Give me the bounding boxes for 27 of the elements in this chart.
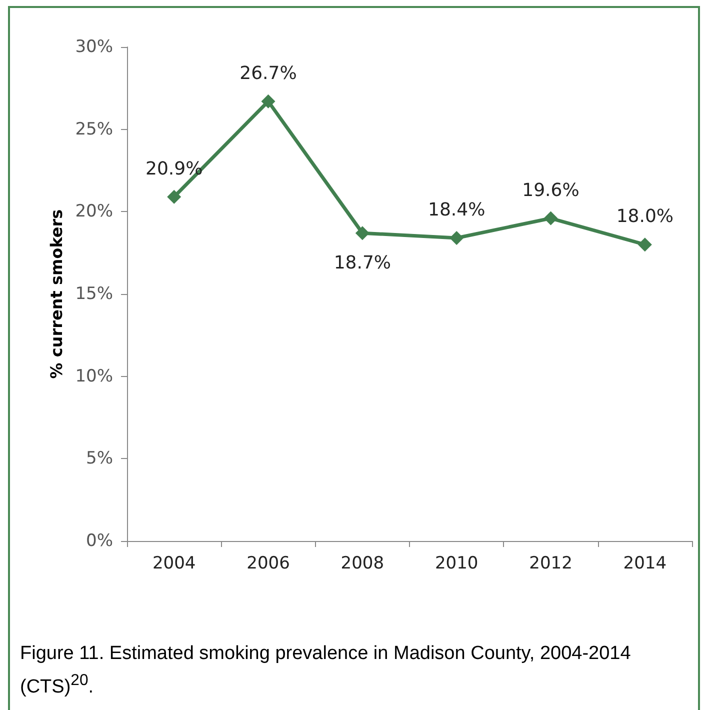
y-tick-label: 15% <box>75 284 113 304</box>
data-label: 18.0% <box>616 206 674 228</box>
point <box>167 190 182 204</box>
y-tick-label: 10% <box>75 366 113 386</box>
caption: Figure 11. Estimated smoking prevalence in Madison County, 2004-2014 (CTS)$^{20}$. <box>20 642 632 700</box>
x-tick-label: 2012 <box>529 554 572 574</box>
data-label: 26.7% <box>240 62 297 84</box>
y-tick-label: 25% <box>75 119 113 140</box>
point <box>638 238 652 252</box>
x-tick-label: 2004 <box>152 554 196 574</box>
point <box>544 211 558 226</box>
y-tick-label: 20% <box>75 202 113 222</box>
point <box>450 231 464 246</box>
y-tick-label: 0% <box>86 531 113 551</box>
data-label: 18.4% <box>428 200 486 221</box>
point <box>261 94 276 108</box>
y-tick-label: 30% <box>75 37 113 57</box>
data-label: 19.6% <box>522 180 580 201</box>
y-axis-title: % current smokers <box>46 209 66 379</box>
point <box>355 226 370 240</box>
x-tick-label: 2006 <box>246 554 290 574</box>
x-tick-label: 2014 <box>623 554 667 574</box>
y-tick-label: 5% <box>86 448 113 469</box>
x-tick-label: 2008 <box>340 554 384 574</box>
x-tick-label: 2010 <box>434 554 478 574</box>
data-label: 20.9% <box>145 158 203 180</box>
data-label: 18.7% <box>334 252 392 274</box>
